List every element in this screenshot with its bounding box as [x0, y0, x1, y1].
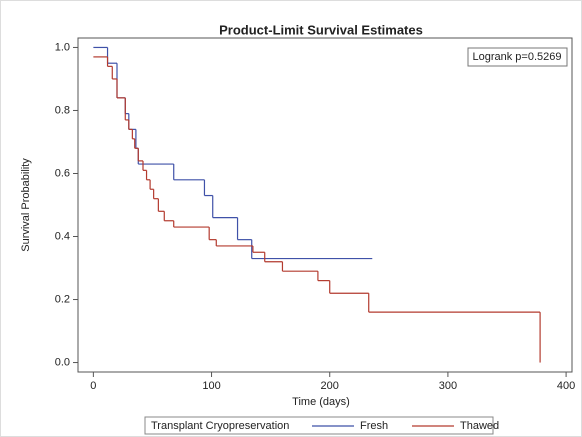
annotation: Logrank p=0.5269 — [473, 51, 562, 63]
y-tick-label: 0.0 — [55, 356, 70, 368]
x-axis-label: Time (days) — [292, 396, 350, 408]
x-tick-label: 200 — [321, 380, 339, 392]
legend-title: Transplant Cryopreservation — [151, 420, 289, 432]
annotation-box — [467, 47, 568, 67]
legend-label: Fresh — [360, 420, 388, 432]
x-tick-label: 300 — [439, 380, 457, 392]
y-tick-label: 1.0 — [55, 41, 70, 53]
y-tick-label: 0.4 — [55, 230, 70, 242]
legend-label: Thawed — [460, 420, 499, 432]
y-tick-label: 0.8 — [55, 104, 70, 116]
plot-frame — [77, 37, 573, 373]
x-tick-label: 0 — [90, 380, 96, 392]
y-tick-label: 0.6 — [55, 167, 70, 179]
chart-title: Product-Limit Survival Estimates — [219, 22, 423, 37]
x-tick-label: 100 — [202, 380, 220, 392]
x-tick-label: 400 — [557, 380, 575, 392]
y-tick-label: 0.2 — [55, 293, 70, 305]
y-axis-label: Survival Probability — [20, 158, 32, 252]
